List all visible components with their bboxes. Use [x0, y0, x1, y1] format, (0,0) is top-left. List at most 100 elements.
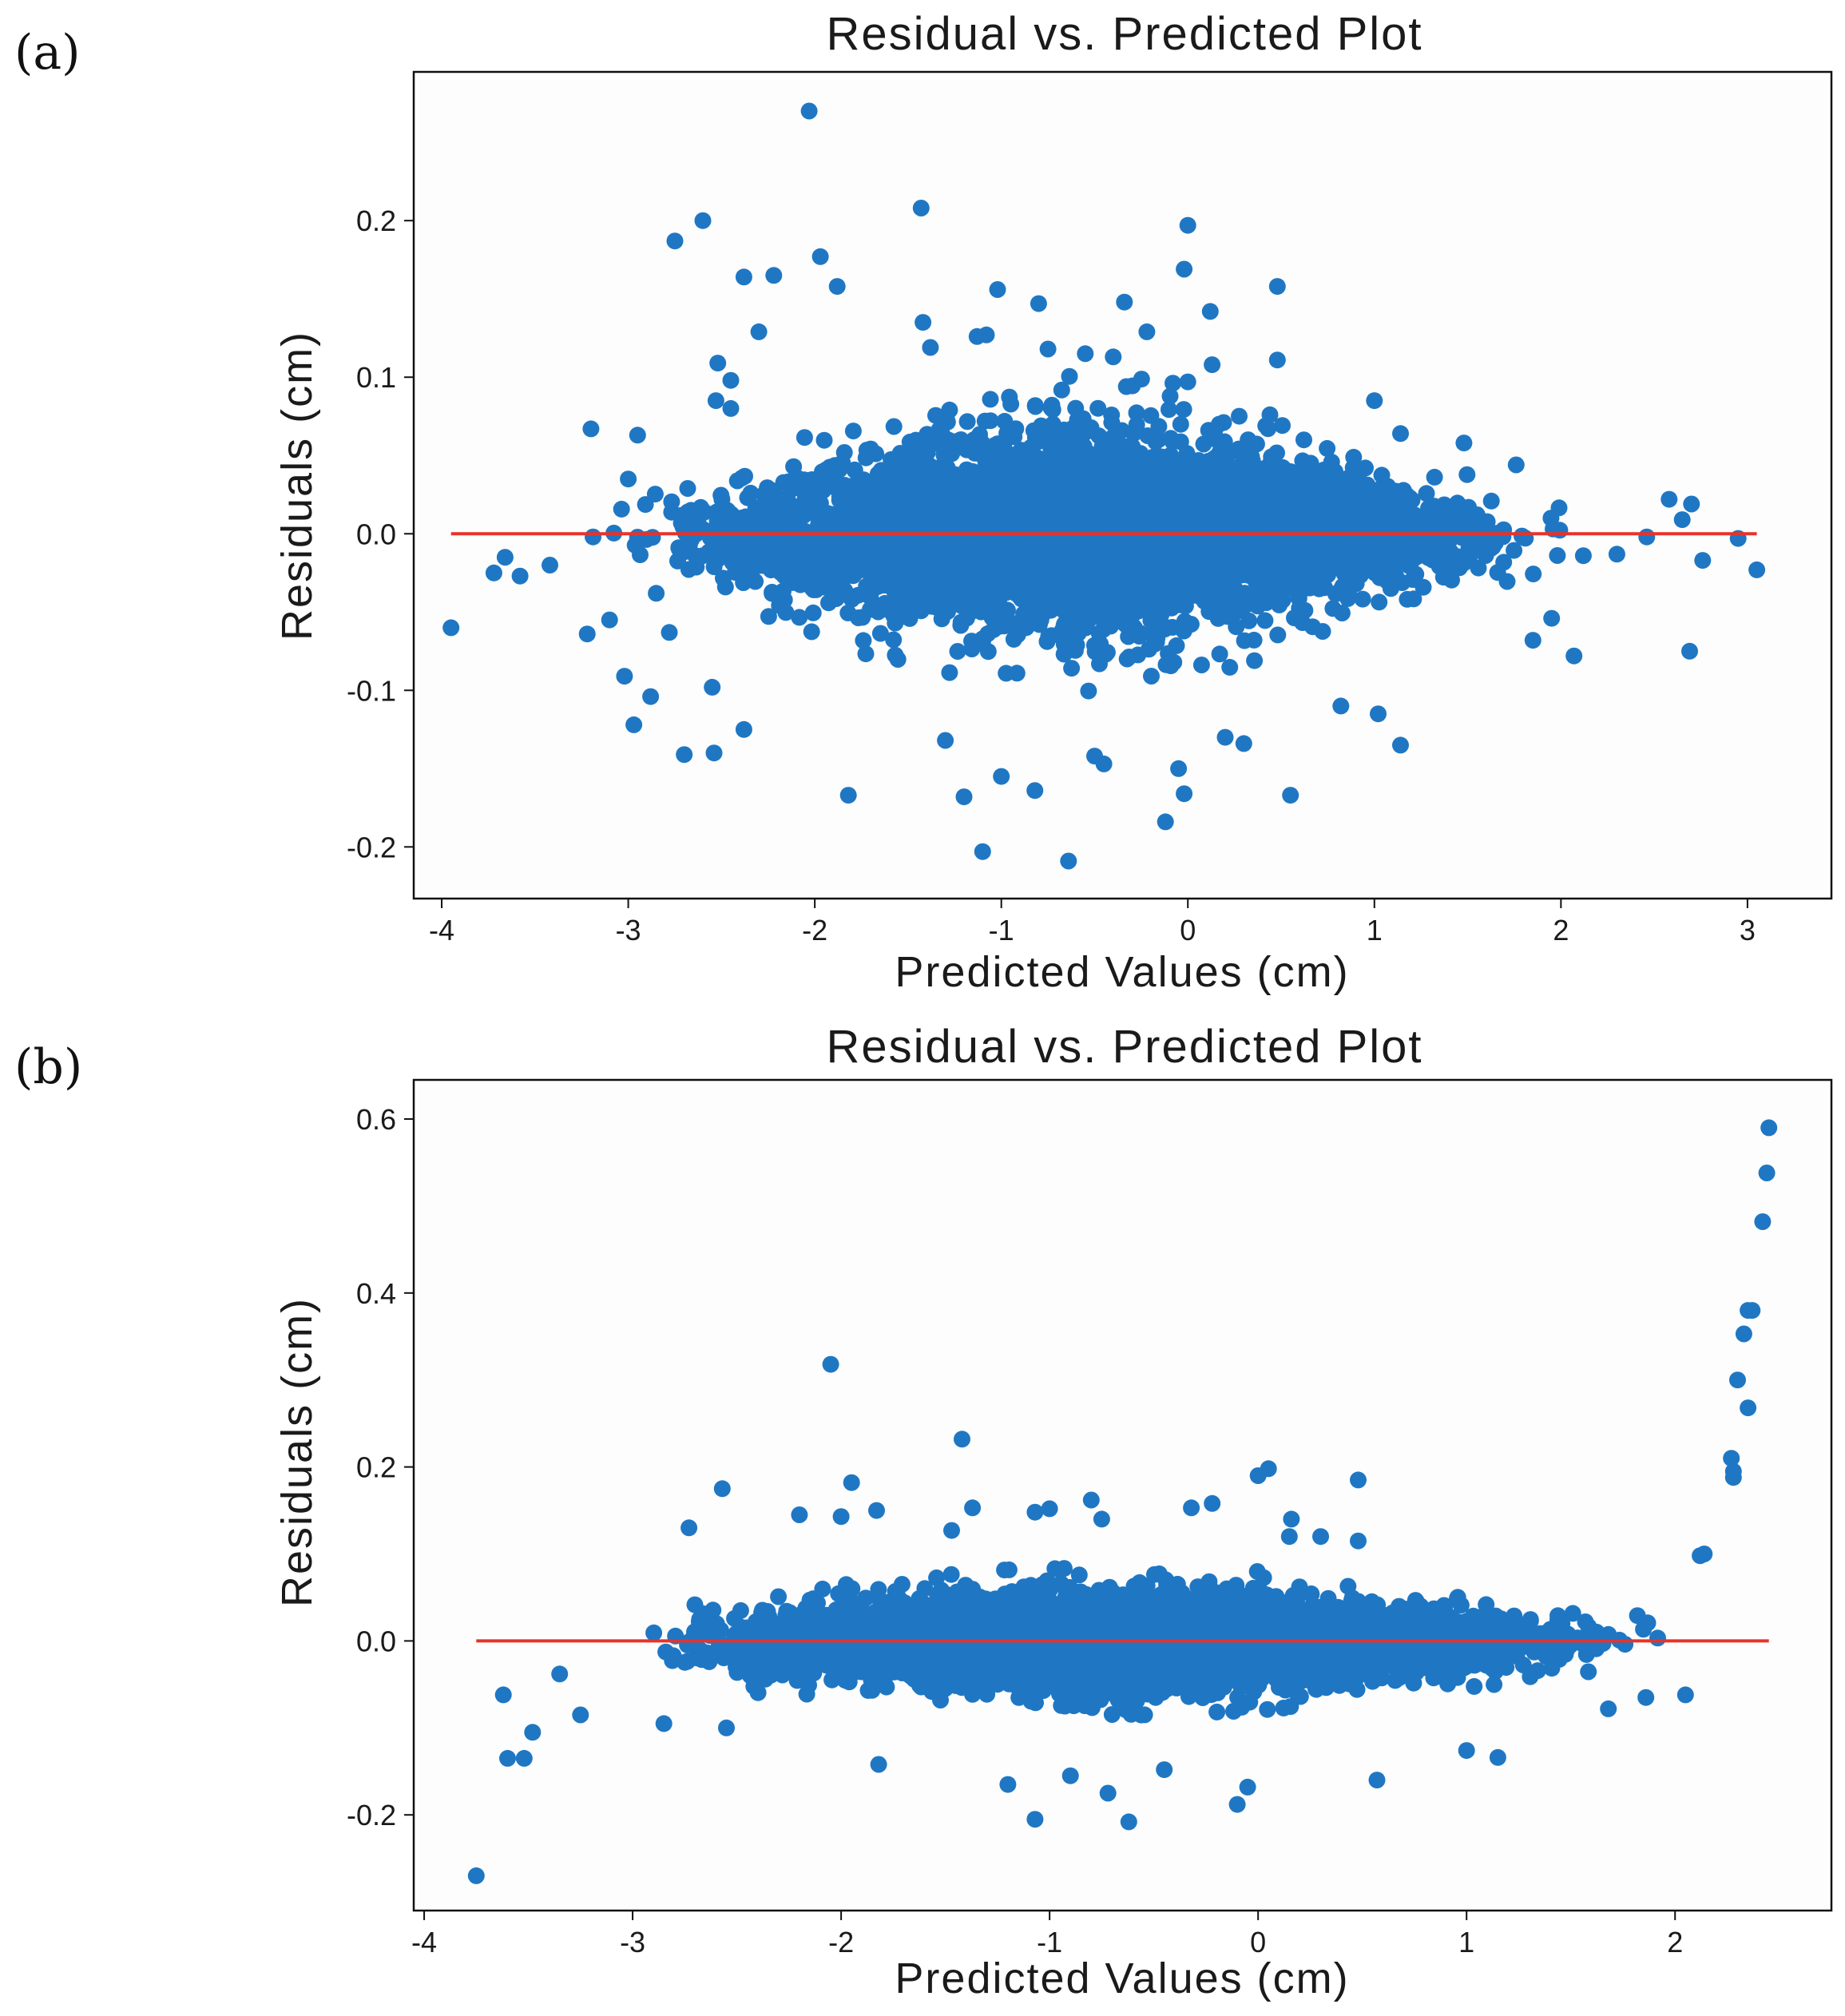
- scatter-point: [1315, 556, 1332, 573]
- scatter-point: [1063, 660, 1081, 677]
- scatter-point: [709, 355, 727, 372]
- scatter-point: [999, 422, 1017, 439]
- scatter-point: [1022, 509, 1039, 526]
- scatter-point: [1053, 381, 1070, 399]
- scatter-point: [1077, 345, 1094, 363]
- scatter-point: [1337, 562, 1355, 580]
- scatter-point: [997, 510, 1014, 527]
- scatter-point: [885, 631, 903, 649]
- scatter-point: [1077, 455, 1095, 473]
- scatter-point: [764, 583, 781, 601]
- scatter-point: [1426, 468, 1443, 486]
- scatter-point: [1120, 503, 1137, 521]
- scatter-point: [1271, 489, 1288, 506]
- scatter-point: [989, 281, 1006, 298]
- scatter-point: [855, 632, 872, 649]
- scatter-point: [815, 431, 833, 449]
- scatter-point: [803, 623, 820, 641]
- scatter-point: [1495, 521, 1513, 538]
- scatter-point: [986, 437, 1004, 454]
- scatter-point: [1218, 596, 1236, 613]
- scatter-point: [1550, 499, 1568, 517]
- scatter-point: [849, 586, 867, 604]
- scatter-point: [1477, 547, 1494, 564]
- scatter-point: [1549, 547, 1566, 564]
- panel-a-x-axis: -4 -3 -2 -1 0 1 2 3: [429, 899, 1756, 946]
- scatter-point: [1020, 479, 1038, 497]
- scatter-point: [854, 609, 871, 626]
- scatter-point: [1458, 466, 1476, 483]
- scatter-point: [1179, 373, 1196, 391]
- scatter-point: [1201, 303, 1219, 320]
- scatter-point: [1159, 466, 1176, 484]
- scatter-point: [864, 556, 882, 573]
- scatter-point: [1378, 556, 1395, 573]
- scatter-point: [998, 601, 1016, 619]
- scatter-point: [811, 248, 829, 265]
- scatter-point: [1176, 785, 1193, 803]
- y-tick-label: -0.1: [347, 674, 396, 707]
- y-tick-label: -0.2: [347, 831, 396, 863]
- scatter-point: [1258, 538, 1276, 555]
- scatter-point: [960, 466, 978, 483]
- scatter-point: [1311, 522, 1328, 540]
- scatter-point: [1249, 499, 1267, 517]
- scatter-point: [1235, 735, 1252, 752]
- scatter-point: [1334, 577, 1351, 595]
- scatter-point: [753, 498, 771, 515]
- scatter-point: [1157, 813, 1174, 831]
- scatter-point: [963, 581, 981, 599]
- scatter-point: [1392, 736, 1409, 754]
- scatter-point: [675, 508, 692, 526]
- scatter-point: [844, 498, 862, 516]
- scatter-point: [815, 557, 832, 574]
- scatter-point: [1113, 422, 1130, 439]
- scatter-point: [1461, 548, 1478, 566]
- scatter-point: [1280, 562, 1298, 579]
- scatter-point: [1392, 425, 1409, 442]
- scatter-point: [879, 573, 897, 589]
- scatter-point: [1110, 541, 1128, 558]
- panel-a-x-axis-label: Predicted Values (cm): [895, 948, 1349, 996]
- scatter-point: [922, 339, 939, 356]
- scatter-point: [1215, 414, 1232, 431]
- scatter-point: [694, 212, 712, 229]
- scatter-point: [915, 440, 933, 458]
- scatter-point: [1143, 668, 1160, 685]
- scatter-point: [1116, 293, 1133, 311]
- scatter-point: [1011, 445, 1029, 462]
- scatter-point: [1393, 553, 1411, 569]
- scatter-point: [826, 457, 843, 474]
- scatter-point: [1261, 406, 1279, 423]
- y-tick-label: 0.1: [356, 361, 396, 394]
- scatter-point: [1420, 535, 1438, 553]
- scatter-point: [1037, 593, 1054, 611]
- scatter-point: [1121, 649, 1138, 665]
- scatter-point: [1221, 658, 1239, 676]
- x-tick-label: -4: [429, 914, 454, 946]
- scatter-point: [998, 665, 1015, 682]
- scatter-point: [1392, 511, 1410, 529]
- scatter-point: [800, 102, 818, 120]
- scatter-point: [914, 559, 930, 577]
- scatter-point: [1366, 392, 1383, 410]
- scatter-point: [1045, 431, 1062, 449]
- scatter-point: [1363, 490, 1380, 508]
- scatter-point: [1256, 612, 1274, 629]
- scatter-point: [1139, 427, 1157, 444]
- scatter-point: [676, 746, 693, 764]
- scatter-point: [1383, 570, 1400, 588]
- y-tick-label: 0.2: [356, 204, 396, 237]
- scatter-point: [1403, 491, 1421, 509]
- scatter-point: [1296, 601, 1314, 619]
- scatter-point: [1170, 760, 1188, 777]
- scatter-point: [1186, 513, 1204, 530]
- scatter-point: [1057, 599, 1075, 617]
- scatter-point: [582, 420, 600, 438]
- scatter-point: [1179, 216, 1196, 234]
- scatter-point: [1200, 522, 1217, 540]
- scatter-point: [705, 744, 723, 762]
- scatter-point: [1115, 585, 1133, 603]
- x-tick-label: 3: [1740, 914, 1756, 946]
- scatter-point: [578, 625, 596, 643]
